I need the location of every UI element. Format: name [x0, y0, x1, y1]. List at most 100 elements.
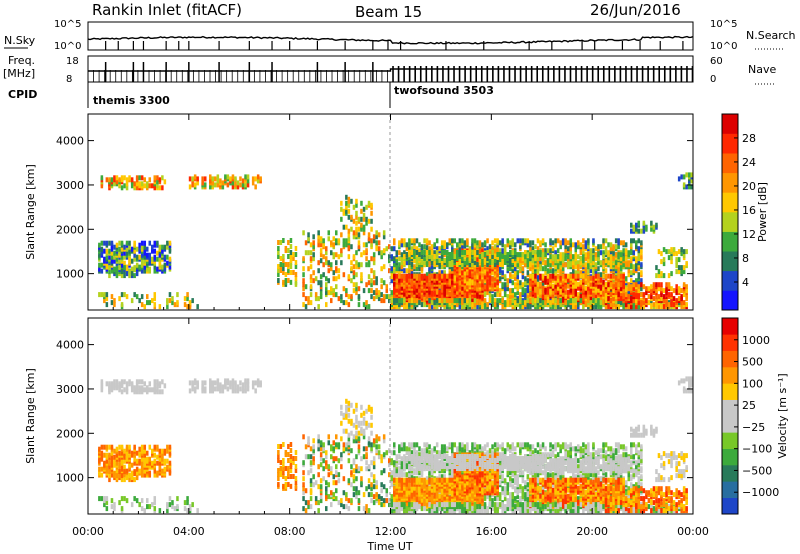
power-cell [420, 279, 424, 285]
power-cell [493, 254, 497, 259]
power-cell [443, 244, 446, 250]
velocity-cell [135, 389, 139, 395]
power-cell [317, 280, 320, 286]
power-cell [561, 295, 565, 301]
power-cell [246, 178, 250, 184]
power-cell [115, 175, 119, 181]
power-cell [564, 273, 567, 279]
power-cell [660, 271, 663, 277]
power-cell [408, 293, 411, 299]
power-cell [138, 181, 141, 187]
power-cell [594, 293, 598, 299]
power-cell [435, 246, 439, 252]
power-cell [408, 302, 411, 308]
power-cell [524, 258, 527, 264]
power-cell [526, 298, 530, 304]
power-cell [120, 185, 124, 191]
power-cell [277, 254, 280, 259]
power-cell [597, 244, 600, 250]
power-cell [599, 300, 603, 306]
power-cell [408, 242, 411, 248]
power-cell [279, 256, 283, 261]
power-cell [110, 246, 114, 252]
power-cell [352, 288, 356, 294]
power-cell [123, 250, 126, 256]
power-cell [572, 264, 575, 270]
power-cell [423, 238, 426, 244]
power-cell [486, 250, 489, 255]
power-cell [561, 252, 565, 258]
power-cell [403, 268, 406, 274]
velocity-cell [115, 383, 119, 389]
velocity-cell [146, 385, 149, 391]
power-cell [574, 291, 578, 297]
power-cell [453, 258, 457, 263]
power-cell [481, 252, 484, 257]
power-cell [395, 250, 399, 256]
power-cell [514, 292, 517, 298]
power-cell [498, 276, 502, 282]
power-cell [546, 298, 550, 304]
power-cell [556, 300, 560, 306]
power-cell [345, 292, 348, 298]
power-cell [556, 273, 560, 279]
power-cell [675, 263, 678, 269]
power-cell [135, 294, 139, 300]
power-cell [327, 236, 331, 242]
power-cell [473, 270, 477, 276]
power-cell [410, 273, 414, 279]
power-cell [483, 290, 487, 296]
power-cell [549, 248, 552, 254]
power-cell [140, 181, 144, 187]
power-cell [463, 291, 467, 297]
power-cell [544, 287, 547, 293]
power-cell [400, 260, 404, 266]
power-cell [365, 248, 368, 254]
power-cell [120, 273, 124, 279]
noise-sky-line [87, 35, 694, 45]
power-cell [496, 260, 499, 265]
power-cell [319, 248, 323, 254]
power-cell [632, 286, 636, 292]
power-cell [511, 298, 515, 304]
power-cell [478, 300, 482, 306]
power-cell [556, 248, 560, 254]
power-cell [350, 214, 353, 220]
power-colorbar-tick-label: 20 [742, 180, 756, 193]
power-cell [156, 240, 159, 246]
power-cell [627, 252, 631, 258]
power-cell [138, 254, 141, 260]
power-cell [408, 298, 411, 304]
power-cell [332, 270, 336, 276]
velocity-cell [236, 384, 240, 390]
velocity-cell [148, 381, 152, 387]
power-cell [685, 302, 688, 308]
power-cell [604, 282, 608, 288]
power-cell [524, 280, 527, 286]
power-cell [529, 252, 532, 258]
power-cell [556, 264, 560, 270]
power-cell [446, 254, 449, 260]
power-cell [289, 254, 293, 259]
power-cell [400, 298, 404, 304]
velocity-cell [118, 444, 121, 450]
power-cell [443, 298, 446, 304]
power-cell [521, 304, 525, 310]
power-cell [476, 304, 479, 310]
cpid-segment-twofsound: twofsound 3503 [394, 84, 494, 97]
power-cell [312, 278, 315, 284]
power-cell [579, 279, 583, 285]
power-cell [367, 260, 371, 266]
power-cell [163, 244, 167, 250]
power-cell [604, 288, 608, 294]
power-cell [312, 244, 315, 250]
power-cell [314, 276, 318, 282]
velocity-cell [130, 381, 134, 387]
velocity-cell [105, 468, 109, 474]
power-cell [604, 273, 608, 279]
power-cell [244, 174, 247, 180]
power-cell [476, 274, 479, 280]
power-cell [551, 254, 555, 260]
power-cell [491, 240, 494, 246]
power-cell [461, 250, 464, 255]
